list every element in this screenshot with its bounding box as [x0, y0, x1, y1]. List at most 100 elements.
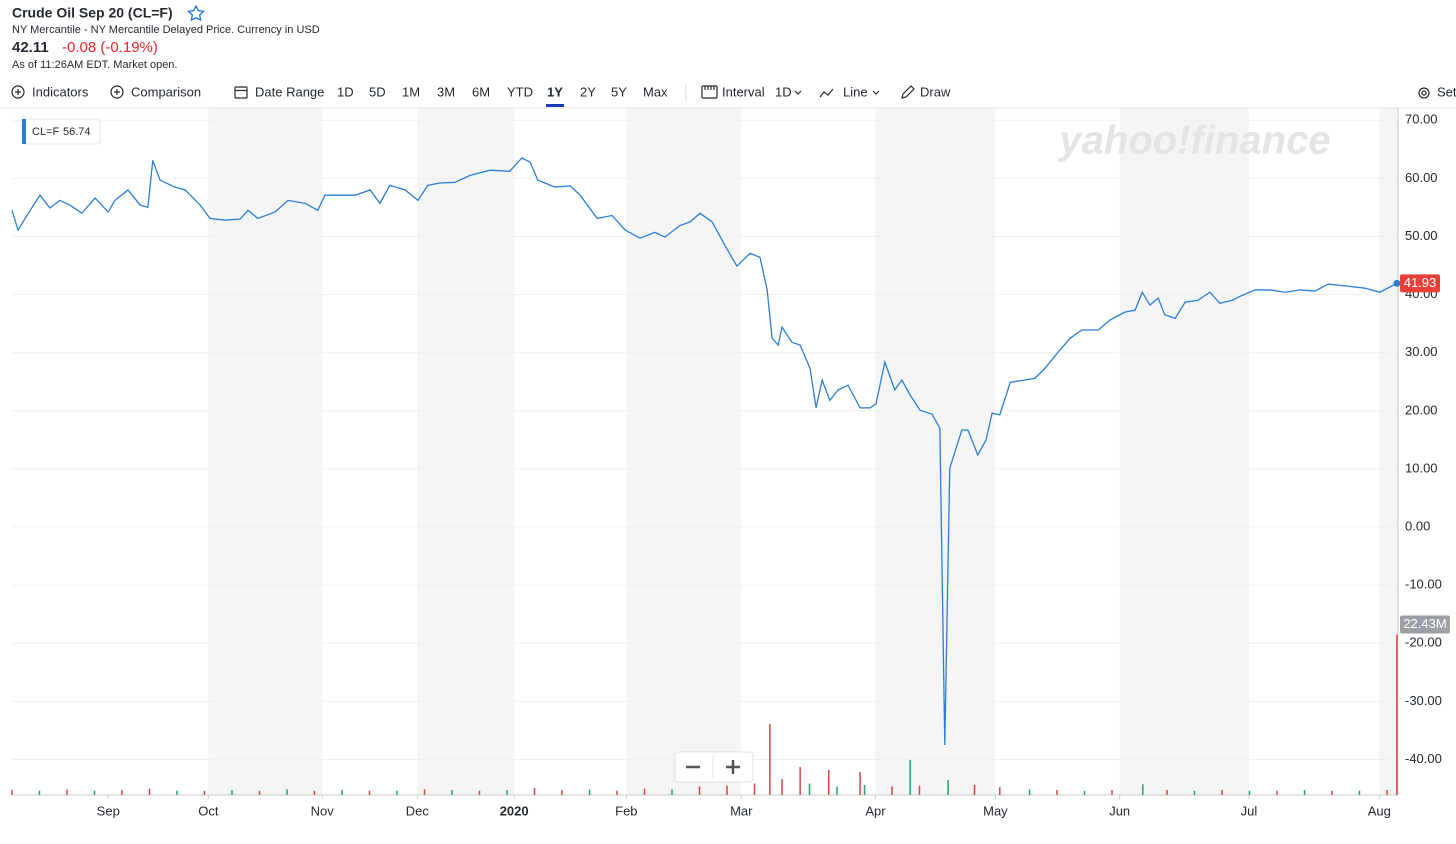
last-price-tag: [1400, 274, 1440, 293]
y-tick-label: 20.00: [1405, 402, 1438, 417]
zoom-in[interactable]: [726, 760, 740, 774]
interval-value[interactable]: 1D: [775, 84, 792, 99]
icon: [794, 90, 802, 95]
volume-bar: [1028, 789, 1031, 795]
volume-bar: [1142, 784, 1144, 795]
zoom-box: [674, 751, 754, 783]
comparison-button[interactable]: Comparison: [131, 84, 201, 99]
volume-bar: [313, 790, 316, 795]
legend-name: CL=F: [32, 126, 59, 138]
icon: [110, 85, 124, 99]
volume-bar: [808, 783, 811, 795]
indicators-button[interactable]: Indicators: [32, 84, 89, 99]
volume-bar: [973, 784, 976, 795]
watermark: yahoo!finance: [1057, 119, 1330, 163]
volume-bar: [1193, 790, 1196, 795]
interval-button[interactable]: Interval: [722, 84, 765, 99]
icon: [901, 85, 915, 99]
volume-bar: [753, 783, 756, 795]
legend-value: 56.74: [63, 126, 91, 138]
date-range-button[interactable]: Date Range: [255, 84, 324, 99]
quote-change: -0.08 (-0.19%): [62, 39, 158, 56]
volume-bar: [1276, 790, 1278, 795]
volume-bar: [478, 790, 481, 795]
price-line: [11, 157, 1398, 746]
zoom-controls: [674, 751, 754, 783]
volume-bar: [11, 789, 13, 795]
range-button[interactable]: 3M: [437, 84, 455, 99]
volume-bar: [909, 759, 911, 795]
settings-button[interactable]: Settings: [1437, 84, 1456, 99]
volume-bar: [859, 772, 861, 795]
volume-bar: [423, 789, 426, 795]
volume-bar: [451, 789, 453, 795]
y-tick-label: -10.00: [1405, 577, 1442, 592]
quote-subtitle: NY Mercantile - NY Mercantile Delayed Pr…: [12, 24, 320, 36]
quote-timestamp: As of 11:26AM EDT. Market open.: [12, 59, 177, 71]
volume-bar: [947, 779, 949, 795]
quote-price: 42.11: [12, 39, 49, 56]
month-shade: [1119, 108, 1249, 795]
volume-bar: [616, 790, 618, 795]
range-button[interactable]: 1D: [337, 84, 354, 99]
range-button[interactable]: 1Y: [547, 84, 563, 99]
draw-button[interactable]: Draw: [920, 84, 951, 99]
volume-bar: [231, 789, 233, 795]
icon: [704, 86, 715, 90]
volume-bar: [999, 787, 1001, 795]
volume-bar: [93, 790, 96, 795]
icon: [234, 86, 248, 99]
volume-bar: [258, 790, 261, 795]
volume-bar: [588, 789, 591, 795]
range-button[interactable]: 6M: [472, 84, 490, 99]
range-button[interactable]: 2Y: [580, 84, 596, 99]
volume-bar: [533, 787, 536, 795]
volume-bar: [828, 769, 830, 795]
x-tick-label: Sep: [97, 803, 120, 818]
volume-bar: [1396, 634, 1398, 795]
range-button[interactable]: Max: [643, 84, 668, 99]
volume-bar: [781, 779, 783, 795]
range-button[interactable]: 5Y: [611, 84, 627, 99]
y-tick-label: 10.00: [1405, 460, 1438, 475]
volume-bar: [1056, 789, 1058, 795]
volume-bar: [671, 789, 673, 795]
y-tick-label: 0.00: [1405, 518, 1430, 533]
icon: [1421, 90, 1427, 96]
icon: [701, 85, 718, 99]
volume-bar: [918, 785, 921, 795]
range-button[interactable]: YTD: [507, 84, 533, 99]
volume-bar: [1386, 789, 1388, 795]
icon: [819, 88, 834, 98]
y-tick-label: 50.00: [1405, 228, 1438, 243]
watchlist-star[interactable]: [187, 4, 205, 22]
y-tick-label: 70.00: [1405, 112, 1438, 127]
x-tick-label: Jun: [1109, 803, 1130, 818]
volume-bar: [148, 788, 151, 795]
volume-bar: [698, 786, 701, 795]
chart-type-button[interactable]: Line: [843, 84, 868, 99]
volume-bar: [769, 724, 771, 795]
volume-bar: [66, 789, 68, 795]
y-tick-label: -20.00: [1405, 635, 1442, 650]
y-tick-label: 30.00: [1405, 344, 1438, 359]
volume-bar: [1083, 790, 1086, 795]
range-button[interactable]: 1M: [402, 84, 420, 99]
volume-bar: [368, 790, 371, 795]
x-tick-label: Feb: [615, 803, 637, 818]
volume-bar: [1303, 789, 1306, 795]
icon: [11, 85, 25, 99]
volume-bar: [1358, 790, 1361, 795]
x-tick-label: Jul: [1241, 803, 1258, 818]
range-button[interactable]: 5D: [369, 84, 386, 99]
x-tick-label: Oct: [198, 803, 219, 818]
month-shade: [626, 108, 742, 795]
volume-bar: [203, 790, 206, 795]
volume-bar: [643, 788, 646, 795]
y-tick-label: -30.00: [1405, 693, 1442, 708]
x-tick-label: Dec: [406, 803, 430, 818]
volume-bar: [121, 789, 123, 795]
icon: [1418, 87, 1430, 99]
